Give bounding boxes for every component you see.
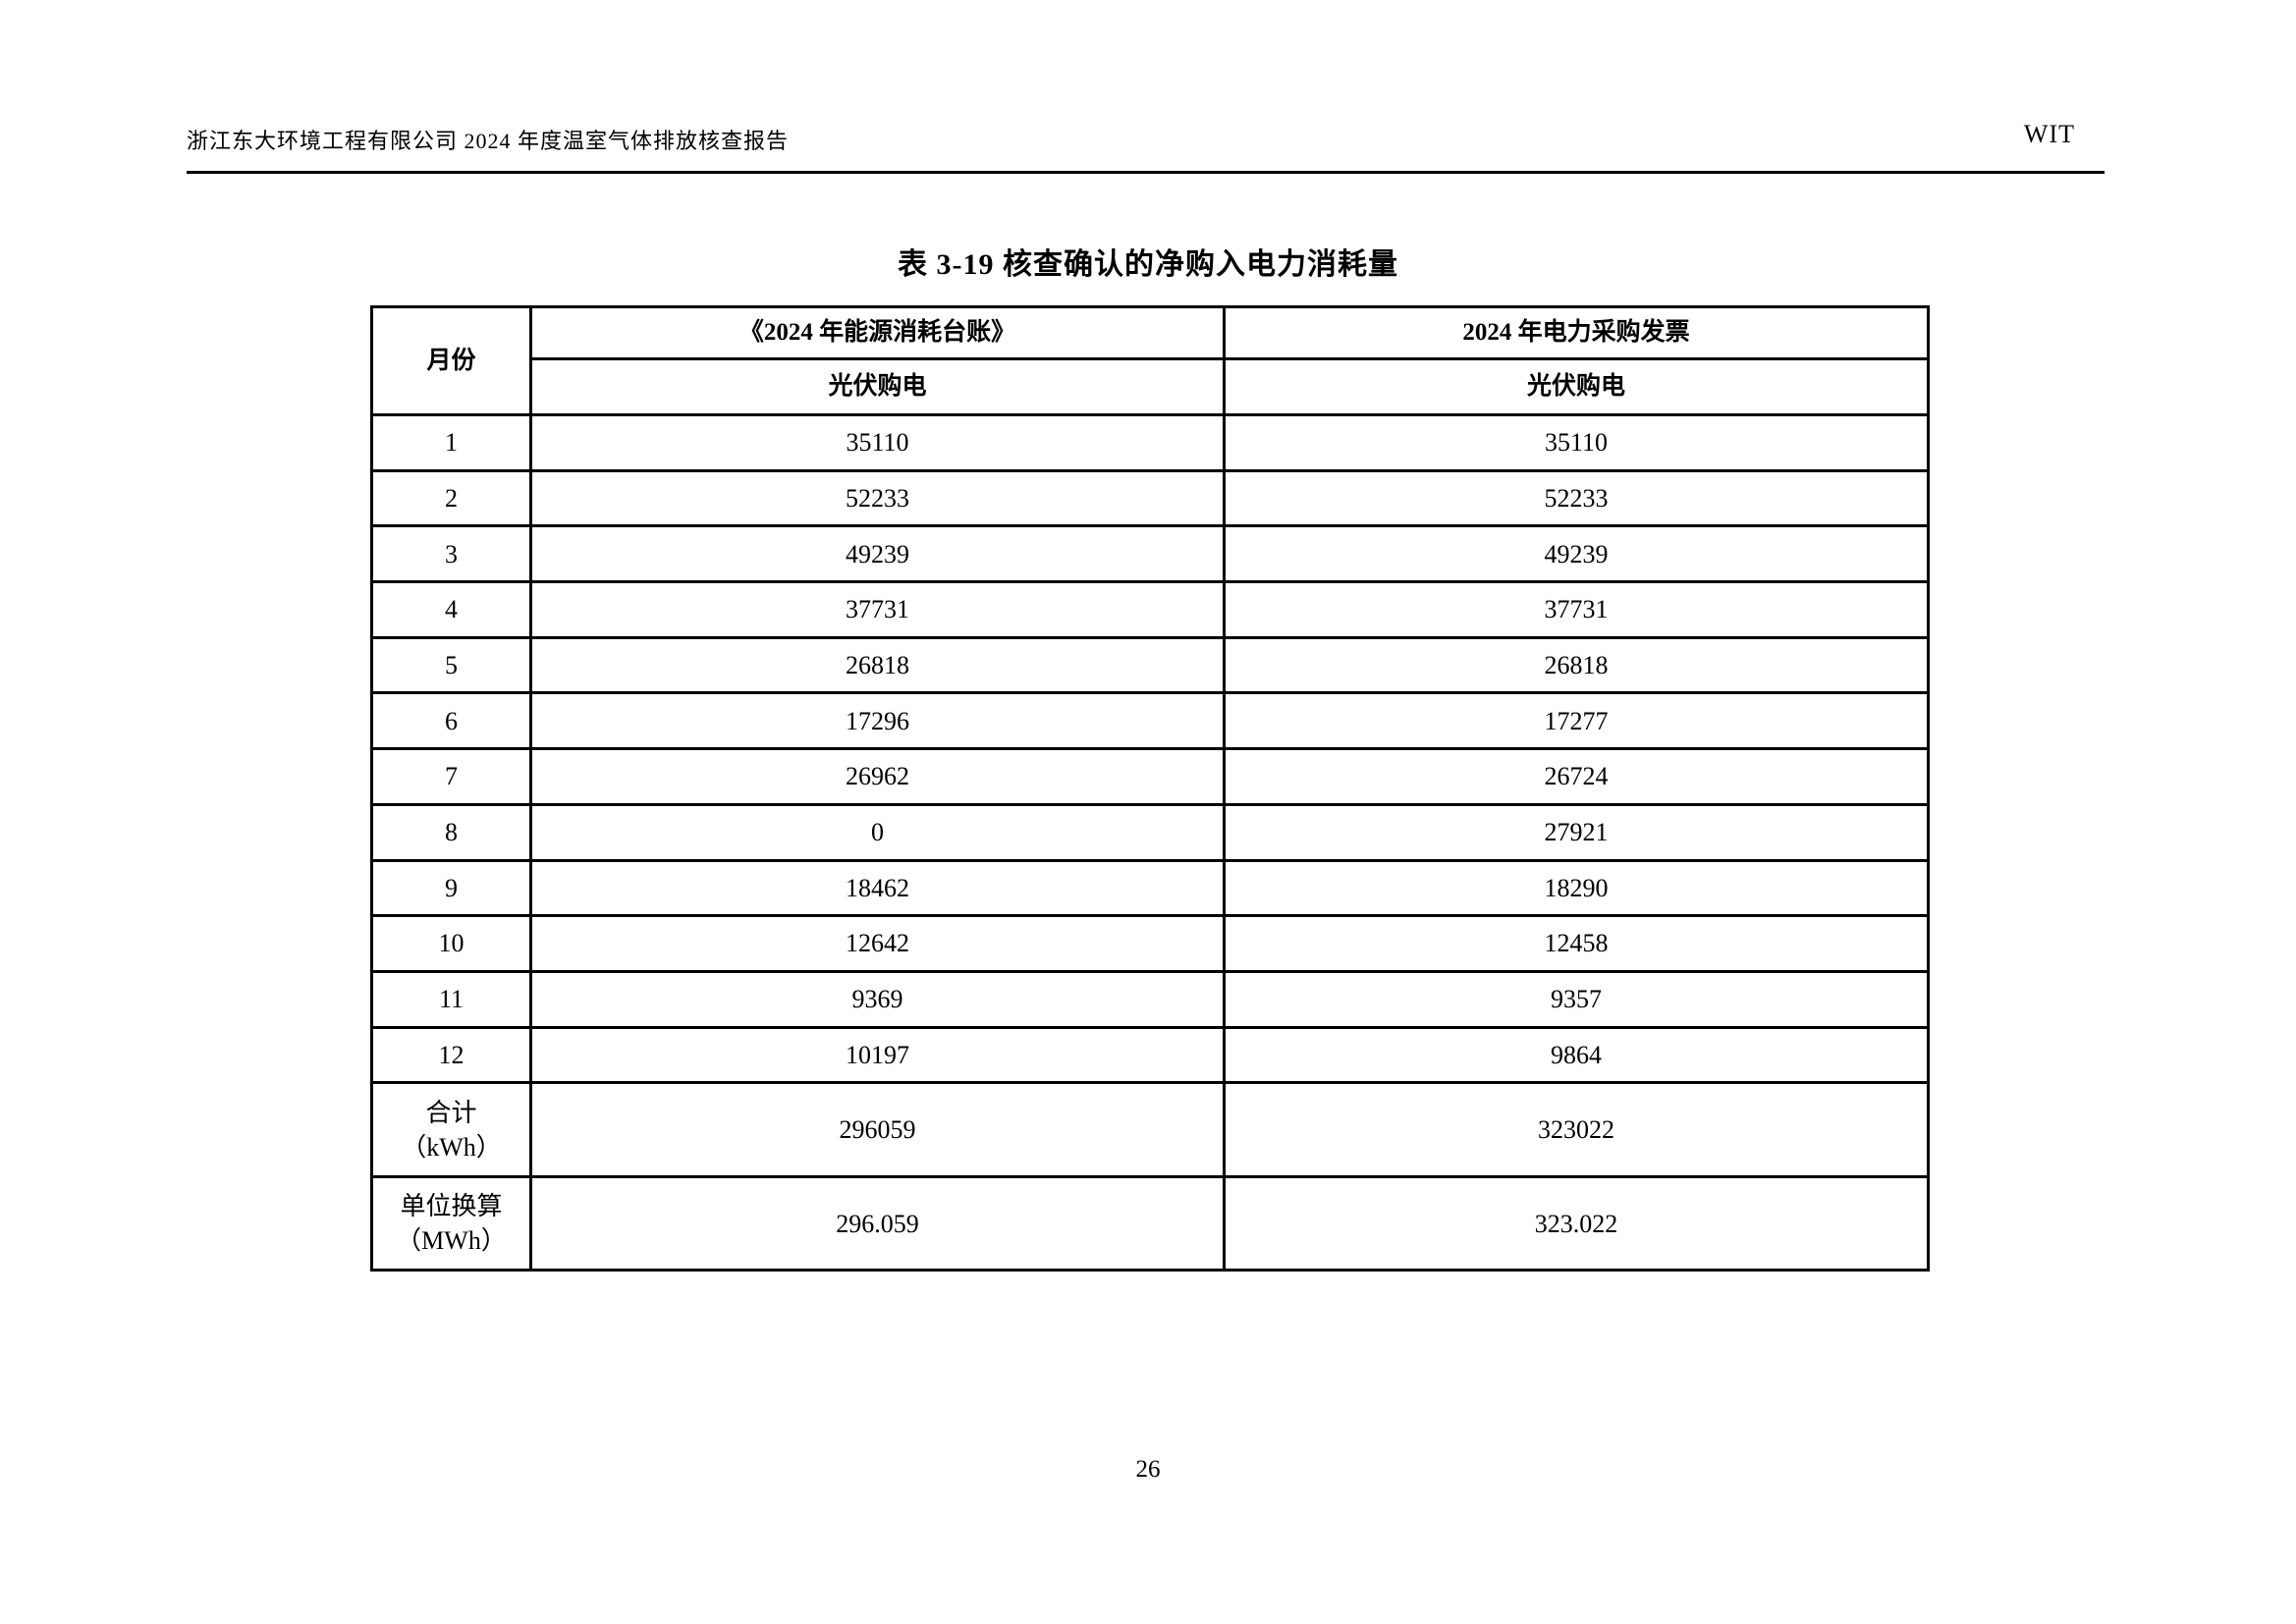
page-number: 26: [1135, 1456, 1161, 1483]
invoice-value-cell: 27921: [1223, 802, 1930, 862]
invoice-value-cell: 12458: [1223, 914, 1930, 973]
electricity-consumption-table: 月份 《2024 年能源消耗台账》 2024 年电力采购发票 光伏购电 光伏购电…: [370, 305, 1930, 1272]
ledger-value-cell: 17296: [529, 691, 1226, 751]
ledger-value-cell: 10197: [529, 1025, 1226, 1085]
month-cell: 9: [370, 858, 532, 918]
invoice-value-cell: 17277: [1223, 691, 1930, 751]
month-cell: 8: [370, 802, 532, 862]
invoice-value-cell: 9864: [1223, 1025, 1930, 1085]
table-caption: 表 3-19 核查确认的净购入电力消耗量: [898, 248, 1398, 281]
table-header-row-groups: 月份 《2024 年能源消耗台账》 2024 年电力采购发票: [370, 305, 1930, 416]
table-unit-conversion-row: 单位换算 （MWh） 296.059 323.022: [370, 1175, 1930, 1272]
ledger-value-cell: 26962: [529, 747, 1226, 806]
table-row: 4 37731 37731: [370, 580, 1930, 639]
invoice-value-cell: 26724: [1223, 747, 1930, 806]
ledger-value-cell: 49239: [529, 524, 1226, 584]
conversion-invoice-cell: 323.022: [1223, 1175, 1930, 1272]
table-row: 10 12642 12458: [370, 914, 1930, 973]
running-header-title: 浙江东大环境工程有限公司 2024 年度温室气体排放核查报告: [187, 129, 790, 153]
ledger-value-cell: 35110: [529, 413, 1226, 472]
table-total-row: 合计 （kWh） 296059 323022: [370, 1081, 1930, 1179]
invoice-value-cell: 18290: [1223, 858, 1930, 918]
table-row: 6 17296 17277: [370, 691, 1930, 751]
total-label-line1: 合计: [425, 1098, 477, 1127]
total-invoice-cell: 323022: [1223, 1081, 1930, 1179]
table-row: 2 52233 52233: [370, 468, 1930, 528]
table-row: 7 26962 26724: [370, 747, 1930, 806]
table-row: 8 0 27921: [370, 802, 1930, 862]
conversion-label-line1: 单位换算: [400, 1192, 503, 1221]
table-row: 9 18462 18290: [370, 858, 1930, 918]
month-cell: 7: [370, 747, 532, 806]
table-row: 5 26818 26818: [370, 635, 1930, 695]
invoice-value-cell: 52233: [1223, 468, 1930, 528]
ledger-sub-header: 光伏购电: [529, 357, 1226, 416]
ledger-value-cell: 12642: [529, 914, 1226, 973]
ledger-value-cell: 18462: [529, 858, 1226, 918]
table-row: 12 10197 9864: [370, 1025, 1930, 1085]
month-cell: 6: [370, 691, 532, 751]
ledger-value-cell: 52233: [529, 468, 1226, 528]
month-cell: 5: [370, 635, 532, 695]
ledger-group-header: 《2024 年能源消耗台账》: [529, 305, 1226, 360]
running-header-logo-text: WIT: [2023, 120, 2075, 148]
conversion-ledger-cell: 296.059: [529, 1175, 1226, 1272]
month-cell: 3: [370, 524, 532, 584]
table-row: 3 49239 49239: [370, 524, 1930, 584]
invoice-value-cell: 9357: [1223, 969, 1930, 1029]
invoice-value-cell: 35110: [1223, 413, 1930, 472]
invoice-value-cell: 49239: [1223, 524, 1930, 584]
invoice-sub-header: 光伏购电: [1223, 357, 1930, 416]
conversion-label-cell: 单位换算 （MWh）: [370, 1175, 532, 1272]
month-cell: 4: [370, 580, 532, 639]
ledger-value-cell: 26818: [529, 635, 1226, 695]
table-header-row-sub: 光伏购电 光伏购电: [372, 357, 1930, 416]
invoice-group-header: 2024 年电力采购发票: [1223, 305, 1930, 360]
month-cell: 1: [370, 413, 532, 472]
month-cell: 11: [370, 969, 532, 1029]
total-label-cell: 合计 （kWh）: [370, 1081, 532, 1179]
month-cell: 12: [370, 1025, 532, 1085]
table-row: 11 9369 9357: [370, 969, 1930, 1029]
header-divider-rule: [187, 171, 2105, 174]
month-column-header: 月份: [370, 305, 532, 416]
total-label-line2: （kWh）: [401, 1132, 502, 1162]
ledger-value-cell: 0: [529, 802, 1226, 862]
table-row: 1 35110 35110: [370, 413, 1930, 472]
ledger-value-cell: 9369: [529, 969, 1226, 1029]
month-cell: 10: [370, 914, 532, 973]
ledger-value-cell: 37731: [529, 580, 1226, 639]
month-cell: 2: [370, 468, 532, 528]
total-ledger-cell: 296059: [529, 1081, 1226, 1179]
conversion-label-line2: （MWh）: [396, 1226, 507, 1256]
invoice-value-cell: 26818: [1223, 635, 1930, 695]
invoice-value-cell: 37731: [1223, 580, 1930, 639]
